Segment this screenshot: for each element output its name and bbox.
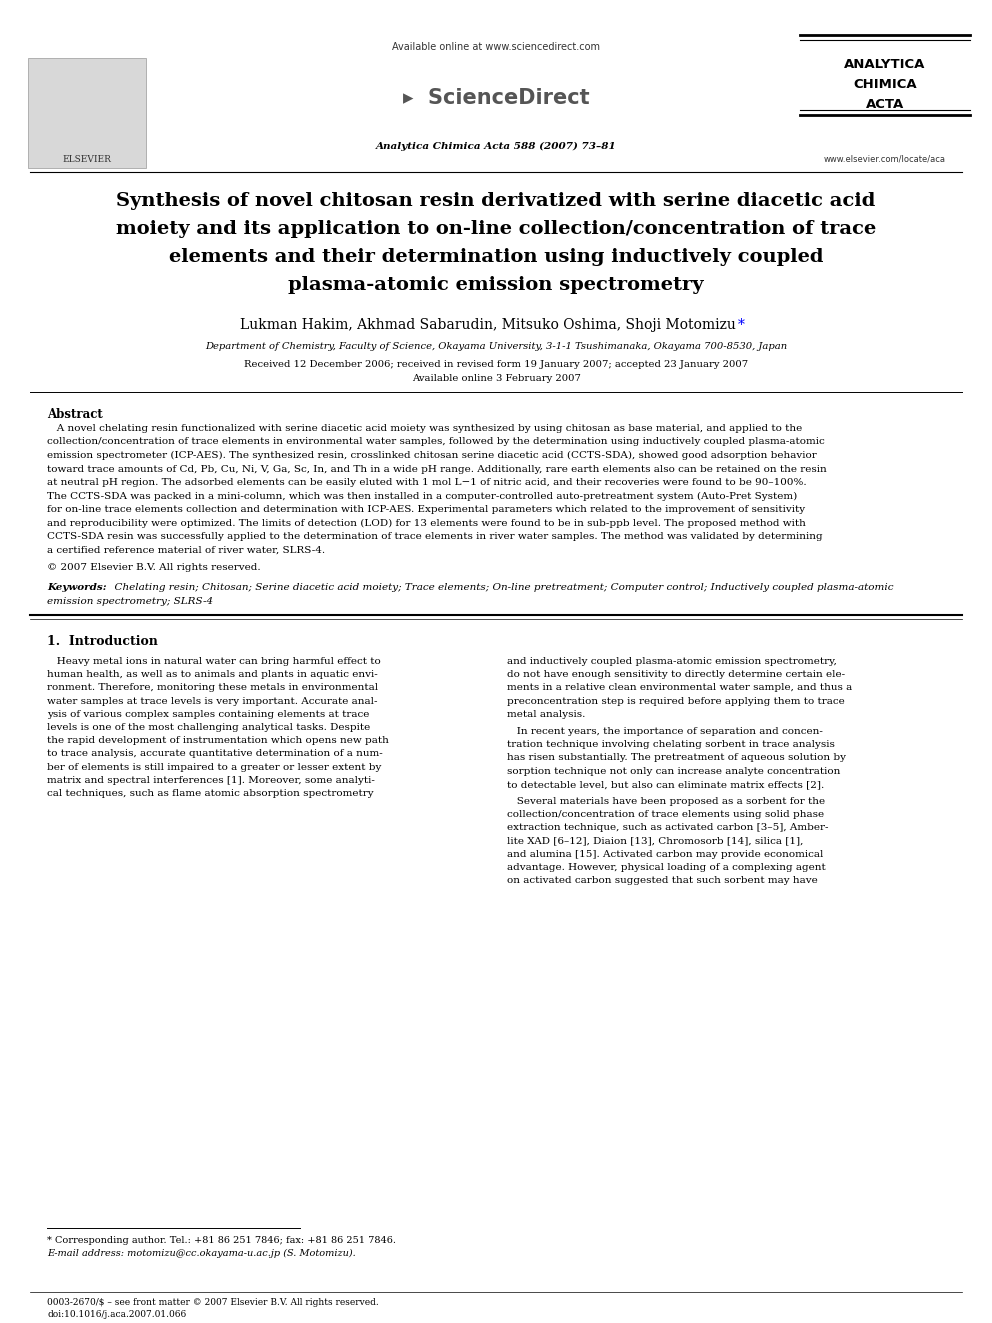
Text: extraction technique, such as activated carbon [3–5], Amber-: extraction technique, such as activated … — [507, 823, 828, 832]
Text: lite XAD [6–12], Diaion [13], Chromosorb [14], silica [1],: lite XAD [6–12], Diaion [13], Chromosorb… — [507, 836, 804, 845]
Text: to trace analysis, accurate quantitative determination of a num-: to trace analysis, accurate quantitative… — [47, 749, 383, 758]
Text: advantage. However, physical loading of a complexing agent: advantage. However, physical loading of … — [507, 863, 825, 872]
Text: and alumina [15]. Activated carbon may provide economical: and alumina [15]. Activated carbon may p… — [507, 849, 823, 859]
Text: emission spectrometry; SLRS-4: emission spectrometry; SLRS-4 — [47, 597, 213, 606]
Text: human health, as well as to animals and plants in aquatic envi-: human health, as well as to animals and … — [47, 671, 378, 679]
Text: collection/concentration of trace elements in environmental water samples, follo: collection/concentration of trace elemen… — [47, 438, 824, 446]
Text: ments in a relative clean environmental water sample, and thus a: ments in a relative clean environmental … — [507, 684, 852, 692]
Text: and reproducibility were optimized. The limits of detection (LOD) for 13 element: and reproducibility were optimized. The … — [47, 519, 806, 528]
Text: Available online 3 February 2007: Available online 3 February 2007 — [412, 374, 580, 382]
Text: * Corresponding author. Tel.: +81 86 251 7846; fax: +81 86 251 7846.: * Corresponding author. Tel.: +81 86 251… — [47, 1236, 396, 1245]
Bar — [28, 58, 146, 168]
Text: metal analysis.: metal analysis. — [507, 710, 585, 718]
Text: ysis of various complex samples containing elements at trace: ysis of various complex samples containi… — [47, 710, 369, 718]
Text: E-mail address: motomizu@cc.okayama-u.ac.jp (S. Motomizu).: E-mail address: motomizu@cc.okayama-u.ac… — [47, 1249, 356, 1258]
Text: 1.  Introduction: 1. Introduction — [47, 635, 158, 648]
Text: sorption technique not only can increase analyte concentration: sorption technique not only can increase… — [507, 766, 840, 775]
Text: on activated carbon suggested that such sorbent may have: on activated carbon suggested that such … — [507, 876, 817, 885]
Text: Heavy metal ions in natural water can bring harmful effect to: Heavy metal ions in natural water can br… — [47, 658, 381, 665]
Text: ber of elements is still impaired to a greater or lesser extent by: ber of elements is still impaired to a g… — [47, 762, 381, 771]
Text: © 2007 Elsevier B.V. All rights reserved.: © 2007 Elsevier B.V. All rights reserved… — [47, 564, 261, 572]
Text: Department of Chemistry, Faculty of Science, Okayama University, 3-1-1 Tsushiman: Department of Chemistry, Faculty of Scie… — [205, 343, 787, 351]
Text: a certified reference material of river water, SLRS-4.: a certified reference material of river … — [47, 545, 325, 554]
Text: ELSEVIER: ELSEVIER — [62, 155, 111, 164]
Text: preconcentration step is required before applying them to trace: preconcentration step is required before… — [507, 697, 845, 705]
Text: emission spectrometer (ICP-AES). The synthesized resin, crosslinked chitosan ser: emission spectrometer (ICP-AES). The syn… — [47, 451, 816, 460]
Text: *: * — [738, 318, 745, 332]
Text: Synthesis of novel chitosan resin derivatized with serine diacetic acid: Synthesis of novel chitosan resin deriva… — [116, 192, 876, 210]
Text: www.elsevier.com/locate/aca: www.elsevier.com/locate/aca — [824, 155, 946, 164]
Text: The CCTS-SDA was packed in a mini-column, which was then installed in a computer: The CCTS-SDA was packed in a mini-column… — [47, 492, 798, 500]
Text: matrix and spectral interferences [1]. Moreover, some analyti-: matrix and spectral interferences [1]. M… — [47, 775, 375, 785]
Text: ▸  ScienceDirect: ▸ ScienceDirect — [403, 89, 589, 108]
Text: Available online at www.sciencedirect.com: Available online at www.sciencedirect.co… — [392, 42, 600, 52]
Text: CHIMICA: CHIMICA — [853, 78, 917, 91]
Text: ronment. Therefore, monitoring these metals in environmental: ronment. Therefore, monitoring these met… — [47, 684, 378, 692]
Text: ACTA: ACTA — [866, 98, 904, 111]
Text: Lukman Hakim, Akhmad Sabarudin, Mitsuko Oshima, Shoji Motomizu: Lukman Hakim, Akhmad Sabarudin, Mitsuko … — [240, 318, 740, 332]
Text: collection/concentration of trace elements using solid phase: collection/concentration of trace elemen… — [507, 810, 824, 819]
Text: has risen substantially. The pretreatment of aqueous solution by: has risen substantially. The pretreatmen… — [507, 753, 846, 762]
Text: doi:10.1016/j.aca.2007.01.066: doi:10.1016/j.aca.2007.01.066 — [47, 1310, 186, 1319]
Text: Analytica Chimica Acta 588 (2007) 73–81: Analytica Chimica Acta 588 (2007) 73–81 — [376, 142, 616, 151]
Text: ANALYTICA: ANALYTICA — [844, 58, 926, 71]
Text: plasma-atomic emission spectrometry: plasma-atomic emission spectrometry — [289, 277, 703, 294]
Text: and inductively coupled plasma-atomic emission spectrometry,: and inductively coupled plasma-atomic em… — [507, 658, 837, 665]
Text: Received 12 December 2006; received in revised form 19 January 2007; accepted 23: Received 12 December 2006; received in r… — [244, 360, 748, 369]
Text: at neutral pH region. The adsorbed elements can be easily eluted with 1 mol L−1 : at neutral pH region. The adsorbed eleme… — [47, 478, 806, 487]
Text: tration technique involving chelating sorbent in trace analysis: tration technique involving chelating so… — [507, 740, 835, 749]
Text: toward trace amounts of Cd, Pb, Cu, Ni, V, Ga, Sc, In, and Th in a wide pH range: toward trace amounts of Cd, Pb, Cu, Ni, … — [47, 464, 826, 474]
Text: for on-line trace elements collection and determination with ICP-AES. Experiment: for on-line trace elements collection an… — [47, 505, 806, 515]
Text: to detectable level, but also can eliminate matrix effects [2].: to detectable level, but also can elimin… — [507, 779, 824, 789]
Text: Chelating resin; Chitosan; Serine diacetic acid moiety; Trace elements; On-line : Chelating resin; Chitosan; Serine diacet… — [108, 583, 894, 591]
Text: moiety and its application to on-line collection/concentration of trace: moiety and its application to on-line co… — [116, 220, 876, 238]
Text: water samples at trace levels is very important. Accurate anal-: water samples at trace levels is very im… — [47, 697, 378, 705]
Text: CCTS-SDA resin was successfully applied to the determination of trace elements i: CCTS-SDA resin was successfully applied … — [47, 532, 822, 541]
Text: Several materials have been proposed as a sorbent for the: Several materials have been proposed as … — [507, 796, 825, 806]
Text: A novel chelating resin functionalized with serine diacetic acid moiety was synt: A novel chelating resin functionalized w… — [47, 423, 803, 433]
Text: do not have enough sensitivity to directly determine certain ele-: do not have enough sensitivity to direct… — [507, 671, 845, 679]
Text: cal techniques, such as flame atomic absorption spectrometry: cal techniques, such as flame atomic abs… — [47, 789, 374, 798]
Text: In recent years, the importance of separation and concen-: In recent years, the importance of separ… — [507, 728, 823, 736]
Text: 0003-2670/$ – see front matter © 2007 Elsevier B.V. All rights reserved.: 0003-2670/$ – see front matter © 2007 El… — [47, 1298, 379, 1307]
Text: Abstract: Abstract — [47, 407, 103, 421]
Text: levels is one of the most challenging analytical tasks. Despite: levels is one of the most challenging an… — [47, 722, 370, 732]
Text: the rapid development of instrumentation which opens new path: the rapid development of instrumentation… — [47, 736, 389, 745]
Text: elements and their determination using inductively coupled: elements and their determination using i… — [169, 247, 823, 266]
Text: Keywords:: Keywords: — [47, 583, 106, 591]
